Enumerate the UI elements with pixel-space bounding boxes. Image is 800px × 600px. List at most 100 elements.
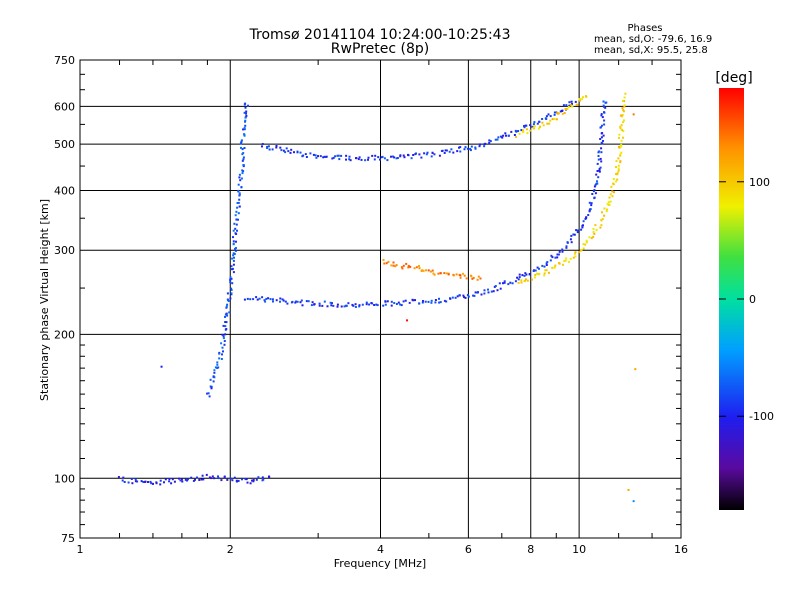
data-point (396, 157, 399, 159)
data-point (232, 242, 235, 245)
data-point (225, 321, 228, 324)
data-point (532, 270, 535, 272)
data-point (235, 240, 237, 243)
data-point (243, 127, 246, 129)
data-point (242, 165, 245, 168)
data-point (594, 224, 597, 227)
data-point (190, 476, 193, 479)
data-point (563, 260, 566, 263)
data-point (217, 475, 219, 478)
data-point (213, 371, 216, 374)
data-point (597, 155, 600, 157)
data-point (452, 151, 455, 154)
data-point (263, 299, 266, 302)
data-point (503, 280, 506, 283)
data-point (242, 158, 245, 161)
x-axis-label: Frequency [MHz] (334, 557, 426, 570)
data-point (285, 147, 288, 150)
data-point (236, 206, 239, 209)
data-point (530, 278, 533, 281)
data-point (601, 132, 604, 134)
y-tick-label: 75 (61, 532, 75, 545)
data-point (501, 136, 504, 139)
data-point (234, 249, 237, 252)
data-point (202, 478, 205, 481)
data-point (267, 297, 270, 300)
data-point (229, 477, 232, 480)
data-point (445, 149, 448, 152)
data-point (571, 105, 574, 108)
data-point (184, 478, 187, 481)
data-point (221, 346, 224, 349)
data-point (607, 201, 610, 204)
data-point (240, 146, 242, 149)
data-point (187, 478, 189, 481)
data-point (243, 128, 246, 131)
data-point (214, 366, 217, 369)
data-point (330, 304, 333, 307)
data-point (402, 300, 405, 303)
data-point (348, 158, 351, 161)
data-point (257, 476, 260, 479)
x-tick-label: 6 (465, 543, 472, 556)
data-point (523, 126, 526, 129)
data-point (223, 476, 226, 479)
data-point (547, 271, 550, 274)
data-point (164, 478, 167, 481)
data-point (585, 216, 588, 219)
data-point (390, 304, 393, 307)
data-point (620, 151, 623, 154)
data-point (224, 333, 227, 336)
data-point (616, 173, 619, 176)
data-point (525, 273, 528, 276)
data-point (516, 276, 519, 279)
data-point (361, 303, 364, 306)
data-point (437, 272, 440, 275)
data-point (471, 277, 474, 280)
data-point (523, 280, 526, 283)
data-point (332, 304, 335, 307)
data-point (606, 208, 609, 211)
data-point (600, 224, 603, 227)
data-point (561, 250, 564, 253)
data-point (562, 263, 564, 266)
data-point (543, 274, 546, 277)
data-point (569, 257, 572, 260)
data-point (545, 264, 548, 266)
data-point (241, 172, 244, 175)
data-point (225, 305, 228, 308)
data-point (570, 234, 573, 237)
data-point (390, 300, 393, 303)
data-point (599, 166, 602, 169)
data-point (275, 145, 278, 147)
data-point (595, 229, 598, 231)
data-point (524, 278, 527, 281)
data-point (237, 212, 240, 215)
data-point (232, 236, 234, 239)
data-point (580, 98, 583, 101)
data-point (384, 303, 387, 306)
data-point (242, 164, 245, 166)
data-point (591, 193, 594, 195)
data-point (620, 128, 623, 131)
data-point (394, 265, 397, 268)
data-point (415, 266, 418, 269)
data-point (523, 274, 526, 277)
data-point (212, 375, 215, 378)
data-point (523, 125, 525, 127)
data-point (130, 478, 133, 480)
data-point (618, 145, 620, 148)
data-point (225, 328, 228, 330)
data-point (400, 266, 403, 269)
data-point (230, 277, 233, 280)
data-point (390, 155, 392, 158)
data-point (186, 479, 188, 482)
data-point (533, 125, 536, 128)
data-point (238, 176, 241, 179)
data-point (244, 106, 247, 109)
data-point (344, 304, 347, 307)
data-point (232, 259, 235, 262)
data-point (585, 95, 588, 98)
data-point (573, 233, 576, 236)
data-point (418, 265, 420, 267)
